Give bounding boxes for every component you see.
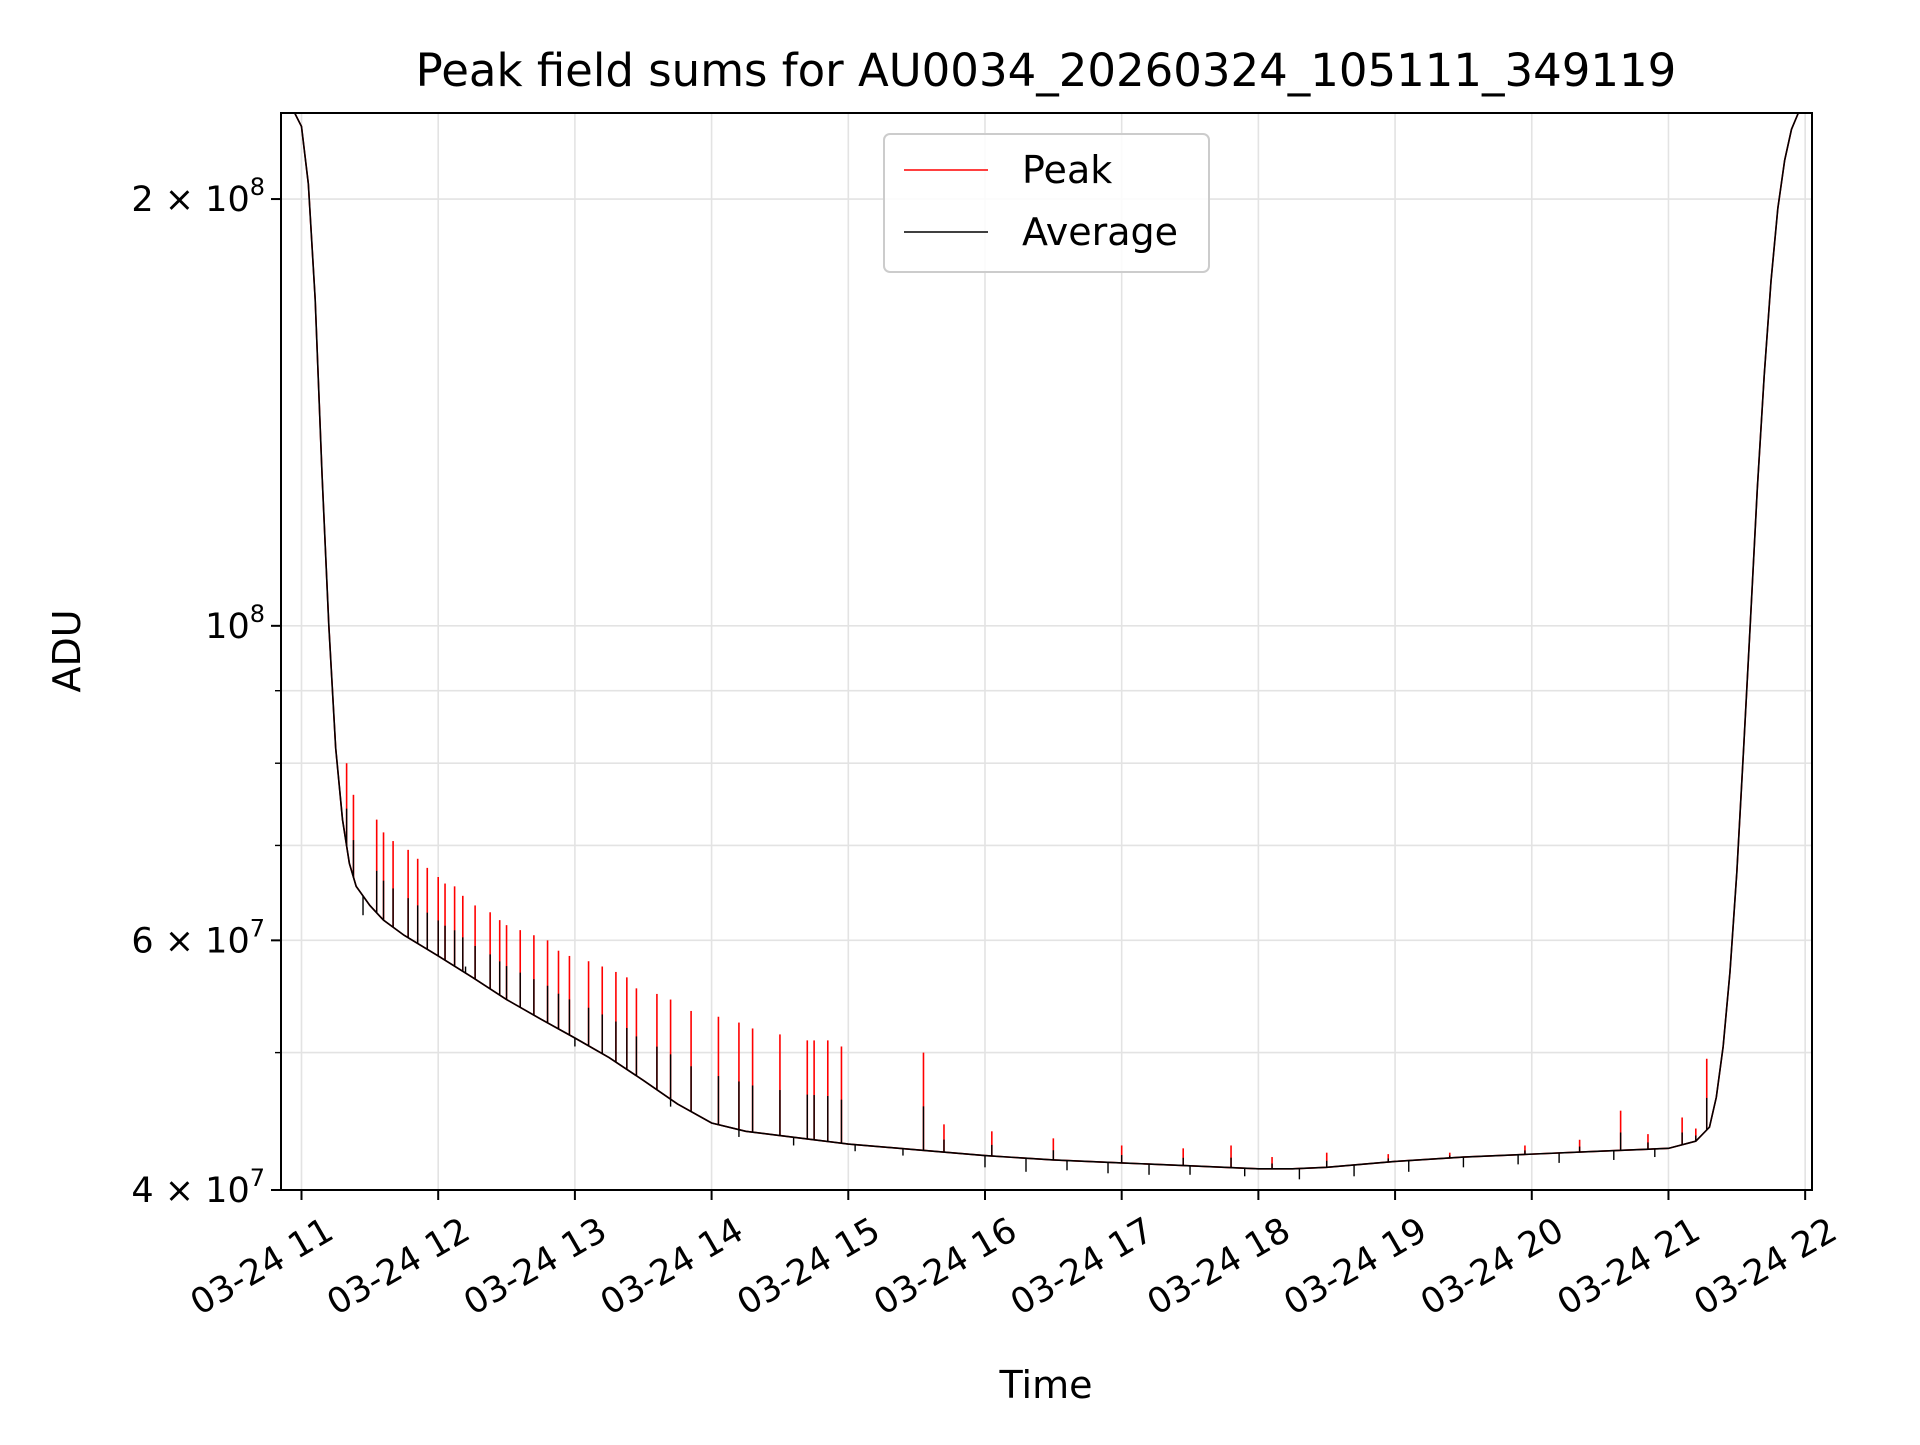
y-tick-label: 108 <box>205 600 265 647</box>
x-axis-label: Time <box>999 1363 1093 1407</box>
legend-label-average: Average <box>1022 210 1178 254</box>
legend-label-peak: Peak <box>1022 148 1112 192</box>
plot-frame <box>280 112 1813 1191</box>
legend: Peak Average <box>883 133 1210 273</box>
y-tick-label: 2 × 108 <box>131 173 265 220</box>
chart-title: Peak field sums for AU0034_20260324_1051… <box>416 44 1677 97</box>
legend-box <box>883 133 1210 273</box>
y-axis-label: ADU <box>45 609 89 692</box>
series-layer <box>281 113 1812 1180</box>
average-line <box>281 113 1812 1170</box>
y-tick-label: 4 × 107 <box>131 1164 265 1211</box>
y-tick-label: 6 × 107 <box>131 914 265 961</box>
